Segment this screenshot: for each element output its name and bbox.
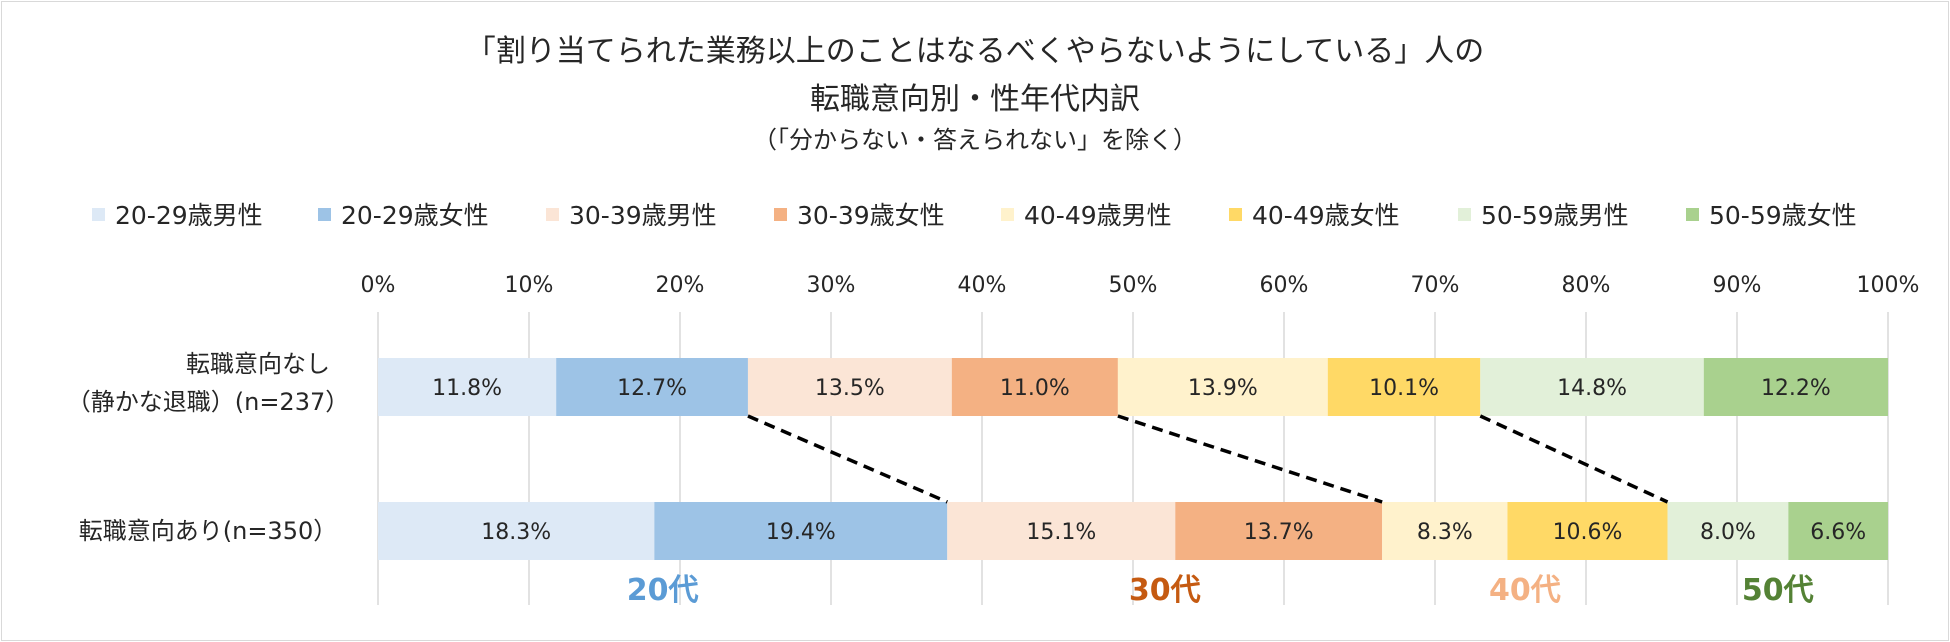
data-label: 18.3% (481, 520, 551, 545)
age-group-label: 20代 (627, 573, 699, 608)
data-label: 19.4% (766, 520, 836, 545)
age-group-label: 50代 (1742, 573, 1814, 608)
data-label: 10.6% (1553, 520, 1623, 545)
category-label: 転職意向あり(n=350） (79, 517, 338, 545)
connector-line (1480, 416, 1667, 502)
age-group-label: 40代 (1489, 573, 1561, 608)
data-label: 8.0% (1700, 520, 1756, 545)
x-tick-label: 50% (1109, 273, 1158, 298)
data-label: 12.7% (617, 376, 687, 401)
x-tick-label: 30% (807, 273, 856, 298)
x-tick-label: 40% (958, 273, 1007, 298)
connector-line (1118, 416, 1382, 502)
data-label: 10.1% (1369, 376, 1439, 401)
data-label: 13.7% (1244, 520, 1314, 545)
data-label: 14.8% (1557, 376, 1627, 401)
category-label: （静かな退職）(n=237） (67, 388, 350, 416)
data-label: 12.2% (1761, 376, 1831, 401)
data-label: 6.6% (1810, 520, 1866, 545)
data-label: 13.9% (1188, 376, 1258, 401)
x-tick-label: 100% (1857, 273, 1920, 298)
x-tick-label: 80% (1562, 273, 1611, 298)
data-label: 15.1% (1026, 520, 1096, 545)
connector-line (748, 416, 947, 502)
x-tick-label: 0% (361, 273, 396, 298)
stacked-bar-chart: 0% 10% 20% 30% 40% 50% 60% 70% 80% 90% 100% 11.8% 12… (0, 0, 1950, 642)
x-tick-label: 70% (1411, 273, 1460, 298)
data-label: 13.5% (815, 376, 885, 401)
data-label: 11.0% (1000, 376, 1070, 401)
age-group-label: 30代 (1129, 573, 1201, 608)
data-label: 8.3% (1417, 520, 1473, 545)
x-tick-label: 20% (656, 273, 705, 298)
category-label: 転職意向なし (186, 350, 330, 378)
x-tick-label: 90% (1713, 273, 1762, 298)
x-tick-label: 60% (1260, 273, 1309, 298)
data-label: 11.8% (432, 376, 502, 401)
x-tick-label: 10% (505, 273, 554, 298)
